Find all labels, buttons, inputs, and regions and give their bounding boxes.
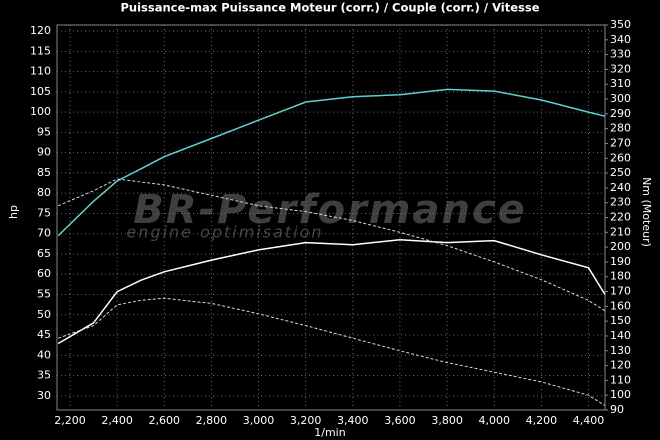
x-tick-label: 2,400: [101, 414, 133, 427]
x-axis-label: 1/min: [314, 426, 345, 439]
y2-tick-label: 230: [610, 196, 631, 209]
watermark: BR-Performance: [133, 187, 527, 233]
y2-tick-label: 180: [610, 270, 631, 283]
y2-tick-label: 130: [610, 344, 631, 357]
y-axis-label: hp: [7, 205, 20, 219]
y2-axis-label: Nm (Moteur): [640, 177, 653, 247]
y2-tick-label: 290: [610, 107, 631, 120]
y2-tick-label: 320: [610, 62, 631, 75]
y2-tick-label: 280: [610, 122, 631, 135]
y-tick-label: 65: [37, 247, 51, 260]
y-tick-label: 85: [37, 166, 51, 179]
y2-tick-label: 310: [610, 77, 631, 90]
y2-tick-label: 190: [610, 255, 631, 268]
y2-tick-label: 350: [610, 18, 631, 31]
y-tick-label: 35: [37, 369, 51, 382]
series-line: [58, 297, 606, 407]
x-tick-label: 3,200: [290, 414, 322, 427]
x-tick-label: 2,600: [148, 414, 180, 427]
y2-tick-label: 110: [610, 373, 631, 386]
series-line: [57, 88, 606, 237]
y2-tick-label: 160: [610, 299, 631, 312]
x-tick-label: 2,800: [196, 414, 228, 427]
y-tick-label: 55: [37, 288, 51, 301]
series-line: [57, 239, 606, 345]
chart-title: Puissance-max Puissance Moteur (corr.) /…: [120, 1, 539, 15]
y-tick-label: 115: [30, 44, 51, 57]
x-tick-label: 2,200: [54, 414, 86, 427]
y-tick-label: 105: [30, 85, 51, 98]
y2-tick-label: 210: [610, 225, 631, 238]
watermark-subtitle: engine optimisation: [126, 223, 323, 242]
y2-tick-label: 250: [610, 166, 631, 179]
y-tick-label: 60: [37, 267, 51, 280]
y2-tick-label: 220: [610, 211, 631, 224]
x-tick-label: 3,000: [243, 414, 275, 427]
y-tick-label: 100: [30, 105, 51, 118]
x-tick-label: 4,000: [478, 414, 510, 427]
y2-tick-label: 260: [610, 151, 631, 164]
y-tick-label: 120: [30, 24, 51, 37]
y2-tick-label: 100: [610, 388, 631, 401]
y-tick-label: 30: [37, 389, 51, 402]
y-tick-label: 90: [37, 146, 51, 159]
x-tick-label: 4,400: [573, 414, 605, 427]
y-tick-label: 50: [37, 308, 51, 321]
y2-tick-label: 170: [610, 285, 631, 298]
y2-tick-label: 270: [610, 136, 631, 149]
x-tick-label: 3,400: [337, 414, 369, 427]
series-line: [58, 178, 606, 312]
x-tick-label: 3,600: [384, 414, 416, 427]
x-tick-label: 3,800: [431, 414, 463, 427]
y2-tick-label: 240: [610, 181, 631, 194]
x-tick-label: 4,200: [526, 414, 558, 427]
y-tick-label: 80: [37, 186, 51, 199]
y-tick-label: 45: [37, 328, 51, 341]
y-tick-label: 40: [37, 348, 51, 361]
y2-tick-label: 150: [610, 314, 631, 327]
y-tick-label: 110: [30, 65, 51, 78]
y-tick-label: 70: [37, 227, 51, 240]
y-tick-label: 75: [37, 206, 51, 219]
y2-tick-label: 340: [610, 33, 631, 46]
y2-tick-label: 90: [610, 403, 624, 416]
y2-tick-label: 300: [610, 92, 631, 105]
y2-tick-label: 140: [610, 329, 631, 342]
y2-tick-label: 120: [610, 359, 631, 372]
y-tick-label: 95: [37, 125, 51, 138]
y2-tick-label: 330: [610, 48, 631, 61]
y2-tick-label: 200: [610, 240, 631, 253]
